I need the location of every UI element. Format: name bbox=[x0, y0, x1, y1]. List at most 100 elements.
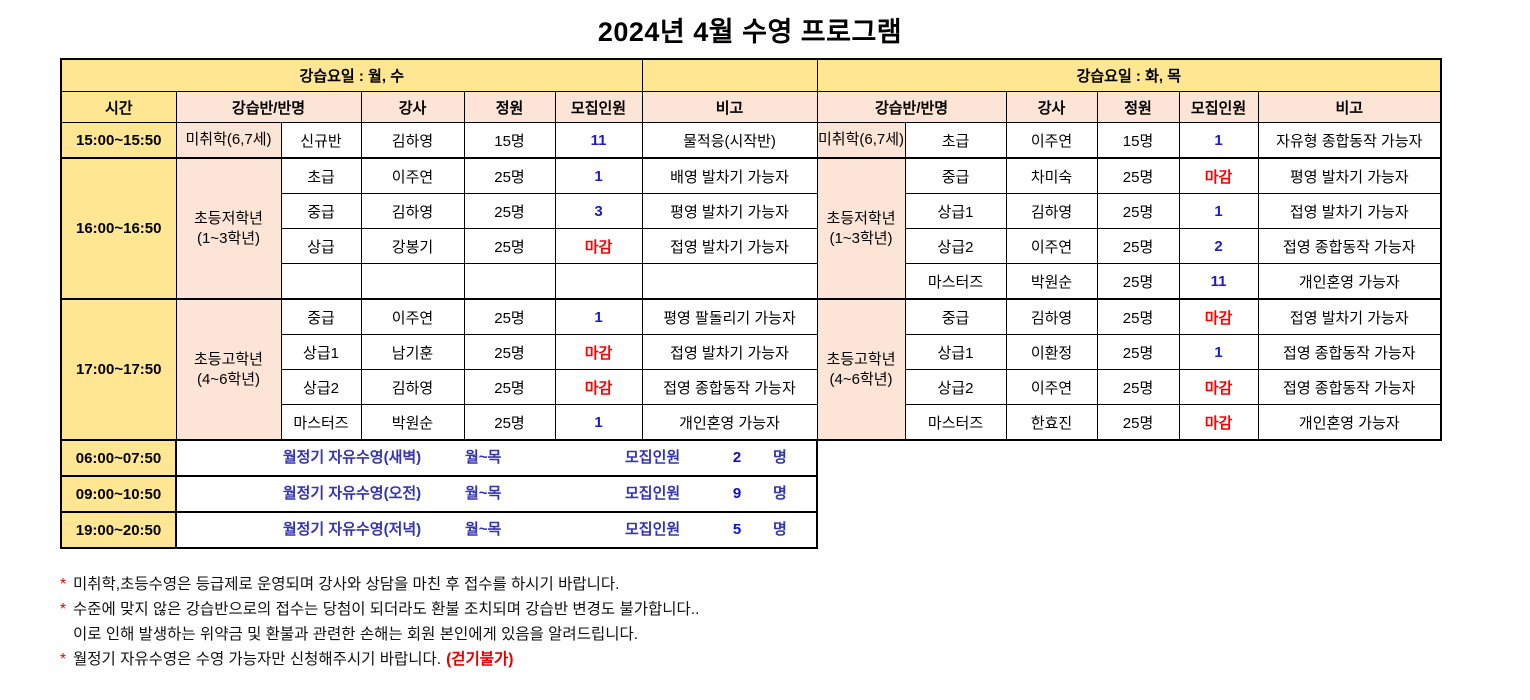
col-header-class-right: 강습반/반명 bbox=[816, 91, 1007, 123]
class-cell-right: 중급 bbox=[904, 298, 1007, 335]
footnote-text: 수준에 맞지 않은 강습반으로의 접수는 당첨이 되더라도 환불 조치되며 강습… bbox=[73, 601, 700, 618]
schedule-row: 16:00~16:50 초등저학년 (1~3학년) 초급 이주연 25명 1 배영 발차기 가… bbox=[60, 157, 1442, 300]
capacity-cell-right: 25명 bbox=[1096, 334, 1180, 370]
note-cell-right: 접영 발차기 가능자 bbox=[1257, 298, 1442, 335]
free-swim-time: 06:00~07:50 bbox=[60, 439, 177, 477]
recruit-cell-left: 마감 bbox=[554, 334, 643, 370]
col-header-instructor-left: 강사 bbox=[360, 91, 465, 123]
note-cell-left bbox=[641, 263, 818, 300]
capacity-cell-left: 25명 bbox=[463, 334, 556, 370]
class-cell-right: 상급1 bbox=[904, 334, 1007, 370]
col-header-instructor-right: 강사 bbox=[1005, 91, 1098, 123]
note-cell-left: 접영 발차기 가능자 bbox=[641, 228, 818, 264]
day-header-spacer bbox=[641, 58, 818, 92]
free-swim-days: 월~목 bbox=[465, 449, 502, 466]
instructor-cell-left: 김하영 bbox=[360, 369, 465, 405]
recruit-cell-right: 마감 bbox=[1178, 404, 1259, 441]
capacity-cell-right: 25명 bbox=[1096, 263, 1180, 300]
class-cell-left: 상급 bbox=[280, 228, 362, 264]
recruit-cell-right: 1 bbox=[1178, 122, 1259, 159]
instructor-cell-left: 김하영 bbox=[360, 122, 465, 159]
asterisk-bullet: * bbox=[60, 601, 67, 618]
col-header-time: 시간 bbox=[60, 91, 177, 123]
recruit-cell-left: 1 bbox=[554, 157, 643, 194]
instructor-cell-left: 김하영 bbox=[360, 193, 465, 229]
class-cell-left: 신규반 bbox=[280, 122, 362, 159]
free-swim-recruit-label: 모집인원 bbox=[625, 521, 681, 538]
capacity-cell-left: 25명 bbox=[463, 157, 556, 194]
note-cell-left: 평영 발차기 가능자 bbox=[641, 193, 818, 229]
schedule-row: 마스터즈 박원순 25명 11 개인혼영 가능자 bbox=[61, 263, 1442, 300]
time-cell: 15:00~15:50 bbox=[60, 122, 177, 159]
free-swim-inner: 월정기 자유수영(저녁) 월~목 모집인원 5 명 bbox=[177, 515, 816, 545]
free-swim-name: 월정기 자유수영(새벽) bbox=[282, 449, 422, 466]
note-cell-right: 접영 종합동작 가능자 bbox=[1257, 334, 1442, 370]
capacity-cell-left: 25명 bbox=[463, 228, 556, 264]
time-cell: 16:00~16:50 bbox=[60, 157, 177, 300]
free-swim-name: 월정기 자유수영(오전) bbox=[282, 485, 422, 502]
instructor-cell-right: 한효진 bbox=[1005, 404, 1098, 441]
instructor-cell-left: 남기훈 bbox=[360, 334, 465, 370]
instructor-cell-right: 이주연 bbox=[1005, 122, 1098, 159]
free-swim-content: 월정기 자유수영(오전) 월~목 모집인원 9 명 bbox=[175, 475, 818, 513]
free-swim-row: 06:00~07:50 월정기 자유수영(새벽) 월~목 모집인원 2 명 bbox=[60, 439, 818, 477]
capacity-cell-right: 15명 bbox=[1096, 122, 1180, 159]
col-header-note-right: 비고 bbox=[1257, 91, 1442, 123]
class-cell-left: 중급 bbox=[280, 298, 362, 335]
class-cell-left: 중급 bbox=[280, 193, 362, 229]
col-header-note-left: 비고 bbox=[641, 91, 818, 123]
capacity-cell-left: 15명 bbox=[463, 122, 556, 159]
note-cell-left: 배영 발차기 가능자 bbox=[641, 157, 818, 194]
instructor-cell-left: 이주연 bbox=[360, 157, 465, 194]
note-cell-right: 평영 발차기 가능자 bbox=[1257, 157, 1442, 194]
class-cell-left: 마스터즈 bbox=[280, 404, 362, 441]
note-cell-right: 개인혼영 가능자 bbox=[1257, 263, 1442, 300]
recruit-cell-left: 3 bbox=[554, 193, 643, 229]
free-swim-time: 09:00~10:50 bbox=[60, 475, 177, 513]
time-cell: 17:00~17:50 bbox=[60, 298, 177, 441]
footnote-text: 미취학,초등수영은 등급제로 운영되며 강사와 상담을 마친 후 접수를 하시기… bbox=[73, 576, 620, 593]
instructor-cell-right: 김하영 bbox=[1005, 193, 1098, 229]
asterisk-bullet: * bbox=[60, 651, 67, 668]
free-swim-count: 5 bbox=[732, 521, 742, 538]
free-swim-inner: 월정기 자유수영(새벽) 월~목 모집인원 2 명 bbox=[177, 443, 816, 473]
class-cell-right: 초급 bbox=[904, 122, 1007, 159]
instructor-cell-left: 박원순 bbox=[360, 404, 465, 441]
capacity-cell-right: 25명 bbox=[1096, 298, 1180, 335]
recruit-cell-right: 11 bbox=[1178, 263, 1259, 300]
recruit-cell-left: 1 bbox=[554, 404, 643, 441]
instructor-cell-right: 박원순 bbox=[1005, 263, 1098, 300]
instructor-cell-right: 이환정 bbox=[1005, 334, 1098, 370]
page-title: 2024년 4월 수영 프로그램 bbox=[597, 17, 903, 47]
recruit-cell-right: 마감 bbox=[1178, 157, 1259, 194]
group-cell-right: 초등저학년 (1~3학년) bbox=[816, 157, 906, 300]
recruit-cell-right: 1 bbox=[1178, 193, 1259, 229]
note-cell-left: 접영 종합동작 가능자 bbox=[641, 369, 818, 405]
note-cell-right: 개인혼영 가능자 bbox=[1257, 404, 1442, 441]
recruit-cell-right: 마감 bbox=[1178, 298, 1259, 335]
recruit-cell-right: 마감 bbox=[1178, 369, 1259, 405]
recruit-cell-left bbox=[554, 263, 643, 300]
schedule-row: 15:00~15:50 미취학(6,7세) 신규반 김하영 15명 11 물적응(시작반) 미… bbox=[60, 122, 1442, 159]
class-cell-right: 중급 bbox=[904, 157, 1007, 194]
instructor-cell-right: 차미숙 bbox=[1005, 157, 1098, 194]
capacity-cell-left: 25명 bbox=[463, 404, 556, 441]
recruit-cell-left: 마감 bbox=[554, 228, 643, 264]
note-cell-left: 평영 팔돌리기 가능자 bbox=[641, 298, 818, 335]
schedule-table: 강습요일 : 월, 수 강습요일 : 화, 목 시간 강습반/반명 강사 정원 모집인원 비고… bbox=[60, 58, 1443, 441]
group-cell-right: 미취학(6,7세) bbox=[816, 122, 906, 159]
schedule-row: 상급1 남기훈 25명 마감 접영 발차기 가능자 상급1 이환정 25명 1 접영 종합동작 가… bbox=[61, 334, 1442, 370]
class-cell-left bbox=[280, 263, 362, 300]
free-swim-days: 월~목 bbox=[465, 485, 502, 502]
free-swim-unit: 명 bbox=[773, 485, 787, 502]
schedule-row: 상급2 김하영 25명 마감 접영 종합동작 가능자 상급2 이주연 25명 마감 접영 종합동작… bbox=[61, 369, 1442, 405]
note-cell-left: 물적응(시작반) bbox=[641, 122, 818, 159]
note-cell-right: 자유형 종합동작 가능자 bbox=[1257, 122, 1442, 159]
capacity-cell-left: 25명 bbox=[463, 193, 556, 229]
class-cell-left: 상급2 bbox=[280, 369, 362, 405]
col-header-recruit-left: 모집인원 bbox=[554, 91, 643, 123]
col-header-capacity-right: 정원 bbox=[1096, 91, 1180, 123]
free-swim-days: 월~목 bbox=[465, 521, 502, 538]
col-header-class-left: 강습반/반명 bbox=[175, 91, 362, 123]
free-swim-recruit-label: 모집인원 bbox=[625, 485, 681, 502]
